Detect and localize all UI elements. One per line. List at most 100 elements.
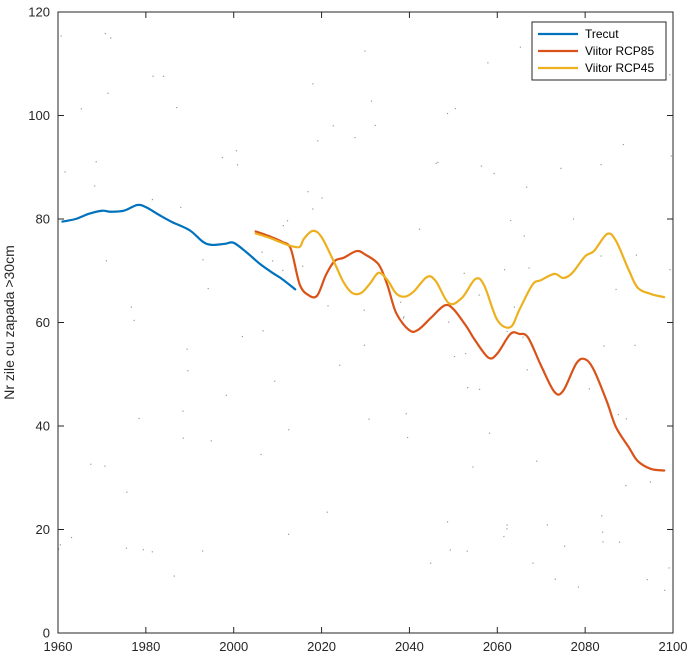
scatter-dot	[261, 251, 263, 253]
scatter-dot	[670, 155, 672, 157]
scatter-dot	[526, 369, 528, 371]
scatter-dot	[152, 75, 154, 77]
scatter-dot	[625, 418, 627, 420]
scatter-dot	[282, 269, 284, 272]
scatter-dot	[446, 521, 449, 523]
y-tick-label: 100	[28, 108, 50, 123]
scatter-dot	[202, 550, 204, 552]
scatter-dot	[513, 306, 516, 308]
scatter-dot	[454, 107, 457, 110]
scatter-noise-layer	[58, 32, 672, 591]
scatter-dot	[368, 418, 370, 420]
y-tick-label: 40	[36, 419, 50, 434]
scatter-dot	[207, 288, 209, 290]
scatter-dot	[635, 254, 638, 256]
scatter-dot	[467, 387, 469, 389]
scatter-dot	[182, 437, 184, 439]
scatter-dot	[588, 388, 590, 390]
scatter-dot	[104, 465, 106, 467]
scatter-dot	[526, 186, 528, 188]
scatter-dot	[327, 305, 329, 307]
scatter-dot	[506, 528, 508, 530]
scatter-dot	[105, 260, 108, 262]
scatter-dot	[274, 380, 276, 382]
scatter-dot	[374, 124, 376, 127]
x-tick-label: 2000	[219, 639, 248, 654]
y-tick-label: 0	[43, 626, 50, 641]
legend-label-0: Trecut	[585, 27, 619, 41]
legend-label-2: Viitor RCP45	[585, 61, 654, 75]
scatter-dot	[615, 288, 617, 291]
series-line-2	[254, 229, 666, 329]
scatter-dot	[210, 440, 212, 442]
scatter-dot	[151, 551, 153, 553]
scatter-dot	[478, 388, 481, 390]
y-tick-label: 80	[36, 212, 50, 227]
scatter-dot	[133, 319, 135, 322]
scatter-dot	[162, 75, 165, 78]
x-tick-label: 2040	[395, 639, 424, 654]
scatter-dot	[262, 330, 264, 332]
scatter-dot	[260, 453, 262, 456]
y-axis-title: Nr zile cu zapada >30cm	[1, 245, 17, 399]
scatter-dot	[602, 531, 604, 533]
scatter-dot	[554, 578, 556, 580]
scatter-dot	[104, 32, 106, 35]
scatter-dot	[449, 549, 451, 551]
scatter-dot	[478, 294, 480, 296]
scatter-dot	[272, 260, 274, 262]
scatter-dot	[480, 165, 483, 167]
scatter-dot	[326, 511, 328, 513]
scatter-dot	[406, 436, 409, 439]
scatter-dot	[176, 106, 178, 109]
scatter-dot	[463, 272, 465, 274]
scatter-dot	[523, 235, 525, 237]
scatter-dot	[625, 484, 627, 487]
x-tick-label: 2020	[307, 639, 336, 654]
scatter-dot	[363, 309, 365, 311]
x-tick-label: 1980	[131, 639, 160, 654]
legend: Trecut Viitor RCP85 Viitor RCP45	[531, 21, 667, 81]
scatter-dot	[182, 410, 184, 412]
series-line-0	[61, 203, 297, 291]
scatter-dot	[646, 579, 648, 581]
scatter-dot	[288, 429, 290, 431]
scatter-dot	[187, 370, 189, 372]
scatter-dot	[564, 545, 566, 547]
scatter-dot	[186, 348, 188, 350]
scatter-dot	[506, 524, 508, 526]
scatter-dot	[430, 562, 432, 564]
scatter-dot	[364, 50, 366, 52]
scatter-dot	[572, 218, 575, 220]
scatter-dot	[363, 344, 366, 346]
scatter-dot	[622, 143, 624, 146]
legend-label-1: Viitor RCP85	[585, 44, 654, 58]
scatter-dot	[435, 162, 437, 165]
axes-layer: 1960 1980 2000 2020 2040 2060 2080 210002040608…	[1, 5, 687, 655]
scatter-dot	[225, 394, 227, 396]
scatter-dot	[488, 432, 491, 434]
scatter-dot	[506, 330, 508, 333]
scatter-dot	[312, 83, 314, 85]
scatter-dot	[509, 219, 512, 222]
scatter-dot	[600, 163, 602, 166]
scatter-dot	[173, 575, 175, 577]
scatter-dot	[577, 586, 579, 588]
scatter-dot	[418, 228, 421, 230]
scatter-dot	[522, 336, 524, 338]
scatter-dot	[95, 161, 97, 163]
scatter-dot	[405, 413, 407, 415]
scatter-dot	[94, 185, 96, 187]
scatter-dot	[302, 265, 304, 267]
scatter-dot	[180, 206, 182, 209]
scatter-dot	[286, 220, 289, 222]
scatter-dot	[125, 547, 128, 549]
scatter-dot	[669, 74, 671, 76]
scatter-dot	[202, 259, 204, 261]
scatter-dot	[64, 171, 66, 173]
scatter-dot	[317, 140, 319, 142]
scatter-dot	[403, 316, 405, 318]
scatter-dot	[600, 255, 602, 257]
scatter-dot	[80, 108, 82, 110]
scatter-dot	[339, 364, 341, 366]
